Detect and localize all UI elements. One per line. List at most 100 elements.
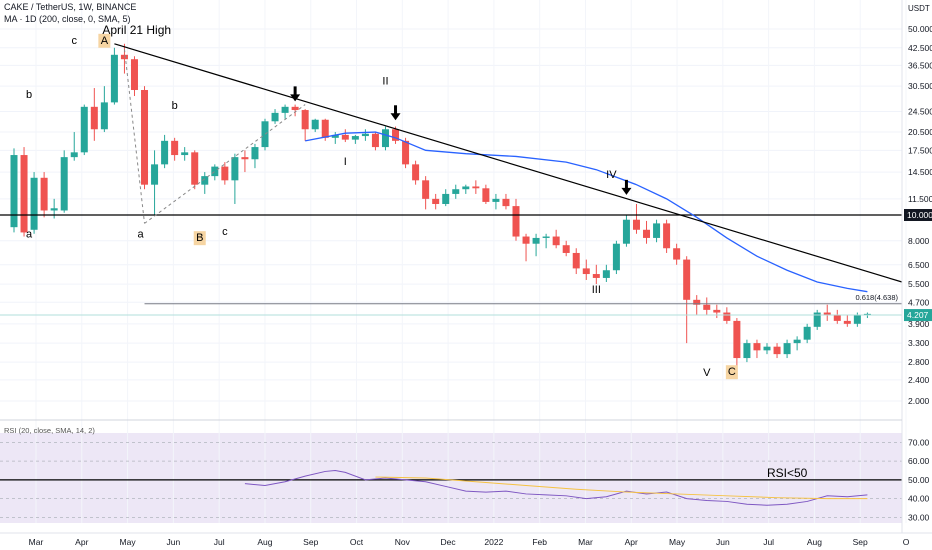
- candle-up: [110, 54, 118, 103]
- candle-down: [40, 177, 48, 211]
- candle-up: [783, 343, 791, 355]
- candle-down: [512, 206, 520, 237]
- candle-down: [522, 236, 530, 244]
- candle-up: [100, 102, 108, 130]
- candle-down: [402, 140, 410, 165]
- candle-down: [221, 166, 229, 181]
- candle-down: [412, 164, 420, 181]
- candle-down: [713, 309, 721, 313]
- time-tick-label: Jul: [763, 537, 774, 547]
- arrow-down-3-shaft: [624, 179, 628, 189]
- candle-down: [171, 140, 179, 156]
- time-tick-label: Sep: [303, 537, 318, 547]
- price-tick-label: 2.400: [908, 375, 930, 385]
- price-tick-label: 4.700: [908, 297, 930, 307]
- time-tick-label: Nov: [395, 537, 411, 547]
- time-tick-label: 2022: [484, 537, 503, 547]
- rsi-tick-label: 60.00: [908, 456, 930, 466]
- candle-down: [663, 223, 671, 249]
- candle-up: [462, 186, 470, 190]
- ma-legend: MA · 1D (200, close, 0, SMA, 5): [4, 14, 131, 24]
- candle-up: [271, 112, 279, 122]
- candle-down: [241, 157, 249, 160]
- arrow-down-1-head: [290, 94, 301, 102]
- wave-label-bg: [193, 231, 206, 246]
- descending-trendline: [114, 43, 903, 283]
- candle-up: [181, 152, 189, 156]
- price-highlight-tag: [904, 209, 932, 222]
- candle-up: [743, 343, 751, 359]
- candle-up: [161, 140, 169, 165]
- candle-down: [753, 343, 761, 351]
- rsi-band: [0, 433, 902, 523]
- candle-up: [281, 106, 289, 113]
- wave-label: II: [382, 75, 388, 87]
- candle-down: [141, 89, 149, 185]
- candle-down: [432, 198, 440, 204]
- wave-label: A: [101, 35, 109, 47]
- price-tick-label: 36.500: [908, 60, 932, 70]
- candle-up: [442, 193, 450, 204]
- candles: [10, 43, 871, 371]
- rsi-tick-label: 50.00: [908, 475, 930, 485]
- candle-down: [422, 180, 430, 199]
- candle-up: [351, 136, 359, 140]
- price-tick-label: 14.500: [908, 167, 932, 177]
- wave-label: a: [26, 228, 33, 240]
- price-tick-label: 30.500: [908, 81, 932, 91]
- candle-up: [381, 129, 389, 148]
- time-tick-label: Mar: [29, 537, 44, 547]
- candle-down: [572, 252, 580, 269]
- wave-label: c: [222, 226, 228, 238]
- candle-up: [30, 177, 38, 230]
- wave-label-bg: [725, 365, 738, 380]
- rsi-tick-label: 30.00: [908, 512, 930, 522]
- time-tick-label: Aug: [807, 537, 822, 547]
- candle-down: [120, 54, 128, 60]
- price-tick-label: 5.500: [908, 279, 930, 289]
- current-price-label: 4.207: [907, 310, 929, 320]
- candle-down: [643, 229, 651, 238]
- wave-label-bg: [98, 33, 111, 48]
- candle-down: [683, 259, 691, 300]
- candle-down: [773, 346, 781, 355]
- arrow-down-3-head: [621, 187, 632, 195]
- candle-up: [542, 236, 550, 238]
- candle-down: [592, 274, 600, 278]
- candle-up: [803, 326, 811, 340]
- candle-up: [813, 312, 821, 327]
- candle-up: [492, 198, 500, 202]
- time-tick-label: May: [120, 537, 137, 547]
- price-tick-label: 42.500: [908, 43, 932, 53]
- candle-down: [301, 110, 309, 130]
- price-tick-label: 3.900: [908, 319, 930, 329]
- april-high-label: April 21 High: [102, 23, 171, 37]
- candle-up: [853, 315, 861, 324]
- price-tick-label: 11.500: [908, 194, 932, 204]
- price-tick-label: 6.500: [908, 260, 930, 270]
- price-tick-label: 8.000: [908, 236, 930, 246]
- rsi-line: [244, 469, 868, 506]
- candle-up: [602, 270, 610, 278]
- grid: [0, 0, 907, 523]
- candle-up: [211, 166, 219, 177]
- candle-up: [532, 237, 540, 244]
- candle-up: [231, 157, 239, 181]
- candle-down: [552, 236, 560, 246]
- candle-down: [90, 106, 98, 130]
- candle-up: [612, 243, 620, 271]
- price-tick-label: 24.500: [908, 106, 932, 116]
- candle-down: [472, 186, 480, 189]
- candle-up: [201, 176, 209, 185]
- candle-up: [70, 152, 78, 158]
- price-tick-label: 20.500: [908, 127, 932, 137]
- candle-down: [502, 198, 510, 207]
- price-tick-label: 50.000: [908, 24, 932, 34]
- candle-up: [361, 133, 369, 137]
- candle-up: [793, 339, 801, 344]
- price-tick-label: 2.000: [908, 396, 930, 406]
- wave-label: b: [172, 100, 178, 112]
- wave-label: c: [71, 35, 77, 47]
